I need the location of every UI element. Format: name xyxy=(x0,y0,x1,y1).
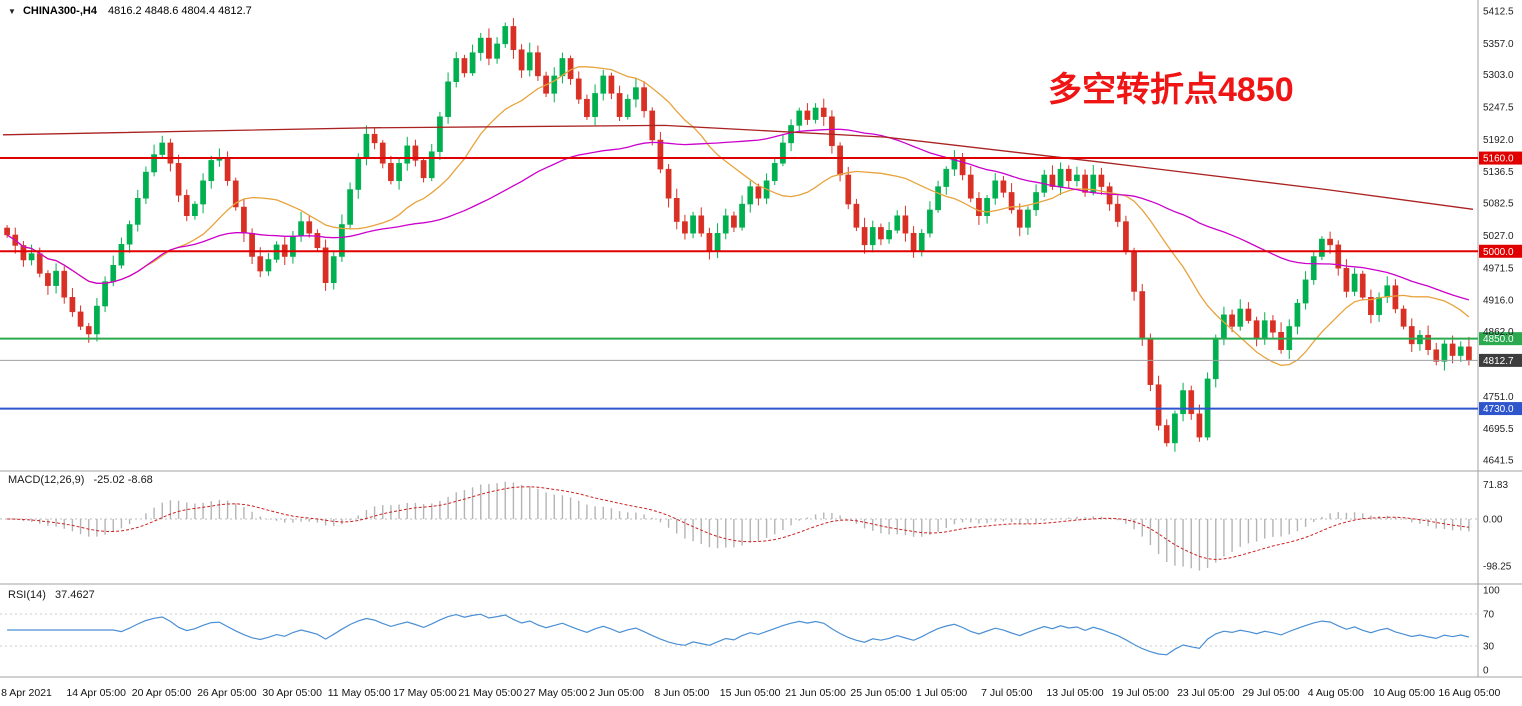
collapse-triangle-icon[interactable]: ▼ xyxy=(8,7,16,16)
svg-text:4850.0: 4850.0 xyxy=(1483,334,1514,345)
svg-text:11 May 05:00: 11 May 05:00 xyxy=(328,687,391,699)
svg-text:21 Jun 05:00: 21 Jun 05:00 xyxy=(785,687,846,699)
svg-text:5027.0: 5027.0 xyxy=(1483,231,1514,242)
svg-text:20 Apr 05:00: 20 Apr 05:00 xyxy=(132,687,192,699)
svg-text:21 May 05:00: 21 May 05:00 xyxy=(458,687,522,699)
svg-text:5412.5: 5412.5 xyxy=(1483,6,1514,17)
svg-text:8 Apr 2021: 8 Apr 2021 xyxy=(1,687,52,699)
svg-text:2 Jun 05:00: 2 Jun 05:00 xyxy=(589,687,644,699)
svg-text:0: 0 xyxy=(1483,666,1489,677)
svg-text:5247.5: 5247.5 xyxy=(1483,103,1514,114)
svg-text:4 Aug 05:00: 4 Aug 05:00 xyxy=(1308,687,1364,699)
svg-text:13 Jul 05:00: 13 Jul 05:00 xyxy=(1046,687,1103,699)
svg-text:17 May 05:00: 17 May 05:00 xyxy=(393,687,457,699)
svg-text:5192.0: 5192.0 xyxy=(1483,135,1514,146)
svg-text:0.00: 0.00 xyxy=(1483,515,1503,526)
svg-text:7 Jul 05:00: 7 Jul 05:00 xyxy=(981,687,1033,699)
svg-text:25 Jun 05:00: 25 Jun 05:00 xyxy=(850,687,911,699)
svg-text:30: 30 xyxy=(1483,642,1495,653)
svg-text:5303.0: 5303.0 xyxy=(1483,70,1514,81)
svg-text:4862.0: 4862.0 xyxy=(1483,327,1514,338)
svg-text:5160.0: 5160.0 xyxy=(1483,154,1514,165)
svg-text:27 May 05:00: 27 May 05:00 xyxy=(524,687,588,699)
svg-text:26 Apr 05:00: 26 Apr 05:00 xyxy=(197,687,257,699)
svg-text:1 Jul 05:00: 1 Jul 05:00 xyxy=(916,687,968,699)
svg-text:100: 100 xyxy=(1483,586,1500,597)
svg-text:4641.5: 4641.5 xyxy=(1483,456,1514,467)
svg-text:4730.0: 4730.0 xyxy=(1483,404,1514,415)
svg-text:71.83: 71.83 xyxy=(1483,480,1508,491)
svg-text:30 Apr 05:00: 30 Apr 05:00 xyxy=(262,687,322,699)
svg-text:4971.5: 4971.5 xyxy=(1483,263,1514,274)
svg-text:4812.7: 4812.7 xyxy=(1483,356,1514,367)
svg-text:10 Aug 05:00: 10 Aug 05:00 xyxy=(1373,687,1435,699)
svg-text:4695.5: 4695.5 xyxy=(1483,424,1514,435)
svg-text:14 Apr 05:00: 14 Apr 05:00 xyxy=(66,687,126,699)
svg-text:29 Jul 05:00: 29 Jul 05:00 xyxy=(1242,687,1299,699)
svg-text:4751.0: 4751.0 xyxy=(1483,392,1514,403)
svg-text:5082.5: 5082.5 xyxy=(1483,199,1514,210)
svg-text:5357.0: 5357.0 xyxy=(1483,39,1514,50)
svg-text:5136.5: 5136.5 xyxy=(1483,167,1514,178)
svg-text:4916.0: 4916.0 xyxy=(1483,296,1514,307)
svg-text:-98.25: -98.25 xyxy=(1483,562,1512,573)
svg-text:23 Jul 05:00: 23 Jul 05:00 xyxy=(1177,687,1234,699)
svg-text:8 Jun 05:00: 8 Jun 05:00 xyxy=(654,687,709,699)
svg-text:5000.0: 5000.0 xyxy=(1483,247,1514,258)
svg-text:16 Aug 05:00: 16 Aug 05:00 xyxy=(1438,687,1500,699)
svg-text:15 Jun 05:00: 15 Jun 05:00 xyxy=(720,687,781,699)
svg-text:19 Jul 05:00: 19 Jul 05:00 xyxy=(1112,687,1169,699)
svg-text:70: 70 xyxy=(1483,610,1495,621)
